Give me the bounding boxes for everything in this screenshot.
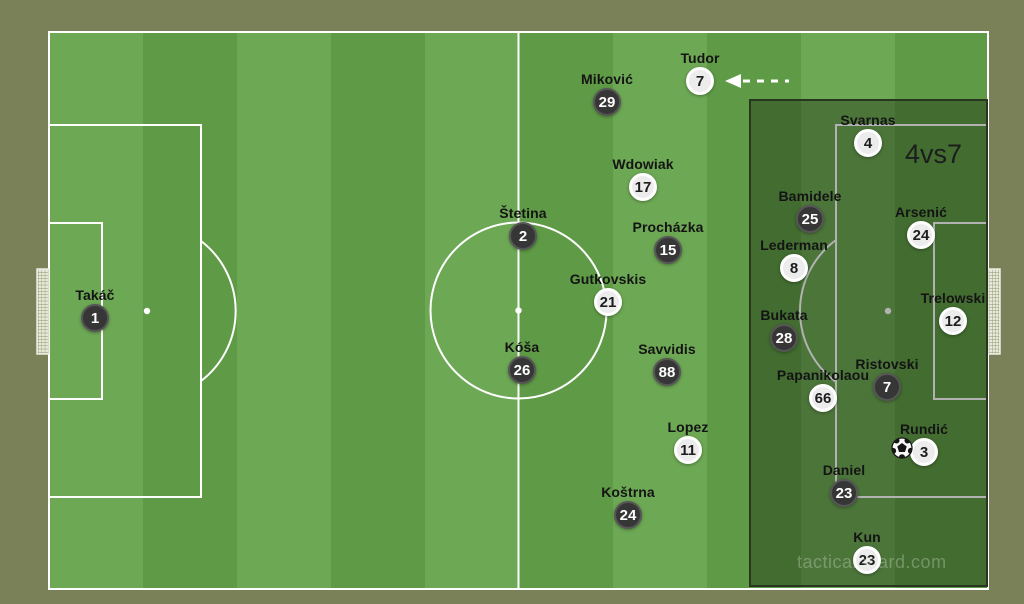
player-number-badge[interactable]: 21 (594, 288, 622, 316)
player-number-badge[interactable]: 15 (654, 236, 682, 264)
player-name-label: Trelowski (920, 290, 986, 306)
player-name-label: Miković (580, 71, 634, 87)
player-number-badge[interactable]: 26 (508, 356, 536, 384)
player-name-label: Kóša (504, 339, 540, 355)
player-number-badge[interactable]: 7 (686, 67, 714, 95)
arrow-head-icon (725, 74, 741, 88)
player-number-badge[interactable]: 2 (509, 222, 537, 250)
player-name-label: Bukata (760, 307, 808, 323)
ball[interactable] (890, 436, 914, 460)
penalty-spot-right (884, 307, 892, 315)
player-number-badge[interactable]: 17 (629, 173, 657, 201)
penalty-arc-left (200, 240, 237, 382)
movement-arrow[interactable] (725, 74, 789, 88)
player-number-badge[interactable]: 8 (780, 254, 808, 282)
player-number-badge[interactable]: 66 (809, 384, 837, 412)
player-number-badge[interactable]: 11 (674, 436, 702, 464)
player-number-badge[interactable]: 23 (830, 479, 858, 507)
player-number-badge[interactable]: 3 (910, 438, 938, 466)
player-name-label: Ristovski (855, 356, 919, 372)
player-number-badge[interactable]: 7 (873, 373, 901, 401)
player-name-label: Kun (853, 529, 881, 545)
pitch-spots (143, 307, 892, 315)
watermark: tacticalboard.com (797, 552, 947, 572)
player-number-badge[interactable]: 12 (939, 307, 967, 335)
player-name-label: Rundić (899, 421, 949, 437)
player-name-label: Papanikolaou (776, 367, 870, 383)
goal-left (36, 268, 50, 355)
penalty-arc-right (798, 239, 837, 383)
player-name-label: Bamidele (778, 188, 842, 204)
player-number-badge[interactable]: 29 (593, 88, 621, 116)
player-name-label: Gutkovskis (569, 271, 647, 287)
player-name-label: Daniel (822, 462, 866, 478)
player-name-label: Štetina (499, 205, 547, 221)
zone-label[interactable]: 4vs7 (905, 139, 963, 169)
player-name-label: Savvidis (638, 341, 696, 357)
player-number-badge[interactable]: 88 (653, 358, 681, 386)
player-number-badge[interactable]: 23 (853, 546, 881, 574)
player-name-label: Tudor (680, 50, 720, 66)
player-number-badge[interactable]: 28 (770, 324, 798, 352)
penalty-spot-left (143, 307, 151, 315)
player-number-badge[interactable]: 1 (81, 304, 109, 332)
player-name-label: Lopez (667, 419, 709, 435)
player-name-label: Wdowiak (612, 156, 674, 172)
player-name-label: Lederman (760, 237, 828, 253)
player-name-label: Procházka (632, 219, 704, 235)
player-number-badge[interactable]: 24 (907, 221, 935, 249)
soccer-ball-icon (891, 437, 913, 459)
player-number-badge[interactable]: 24 (614, 501, 642, 529)
player-number-badge[interactable]: 4 (854, 129, 882, 157)
centre-spot (515, 307, 522, 314)
player-name-label: Svarnas (840, 112, 896, 128)
player-name-label: Arsenić (894, 204, 948, 220)
player-name-label: Takáč (75, 287, 115, 303)
player-number-badge[interactable]: 25 (796, 205, 824, 233)
player-name-label: Koštrna (601, 484, 655, 500)
